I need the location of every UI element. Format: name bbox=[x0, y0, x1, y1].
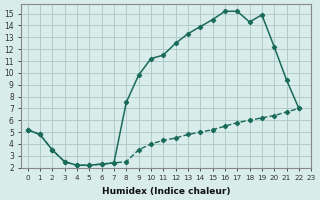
X-axis label: Humidex (Indice chaleur): Humidex (Indice chaleur) bbox=[102, 187, 231, 196]
